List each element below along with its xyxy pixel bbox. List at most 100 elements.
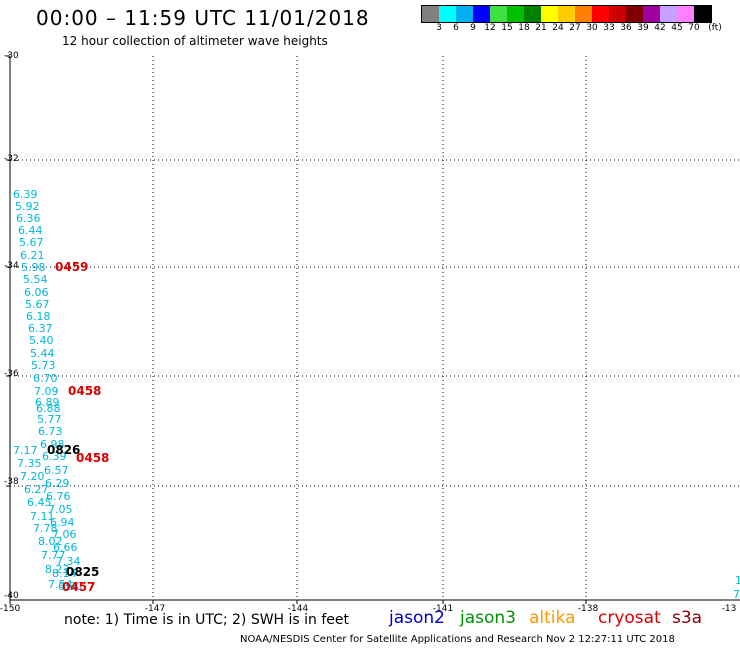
swh-value: 6.70: [33, 372, 58, 385]
scale-swatch: [609, 6, 626, 22]
swh-value: 6.76: [46, 490, 71, 503]
swh-value: 6.57: [44, 464, 69, 477]
satellite-s3a: s3a: [672, 608, 703, 628]
scale-label: 42: [654, 23, 666, 33]
swh-value: 7.05: [48, 503, 73, 516]
scale-label: 36: [620, 23, 632, 33]
map-subtitle: 12 hour collection of altimeter wave hei…: [62, 34, 328, 48]
scale-label: 18: [518, 23, 530, 33]
swh-value: 7.11: [30, 510, 55, 523]
scale-swatch: [541, 6, 558, 22]
scale-swatch: [592, 6, 609, 22]
swh-value: 6.18: [26, 310, 51, 323]
swh-value: 6.36: [16, 212, 41, 225]
swh-value: 7.77: [41, 549, 66, 562]
swh-value: 5.67: [19, 236, 44, 249]
swh-value: 6.90: [58, 580, 83, 593]
swh-value: 6.06: [24, 286, 49, 299]
swh-value: 5.67: [25, 298, 50, 311]
lon-label: -144: [287, 604, 309, 614]
swh-value: 6.39: [13, 188, 38, 201]
swh-value: 5.98: [21, 261, 46, 274]
swh-value: 6.21: [20, 249, 45, 262]
lon-label: -141: [432, 604, 454, 614]
lon-label: -147: [144, 604, 166, 614]
swh-value: 5.92: [15, 200, 40, 213]
scale-swatch: [456, 6, 473, 22]
scale-swatch: [473, 6, 490, 22]
scale-swatch: [422, 6, 439, 22]
scale-swatch: [677, 6, 694, 22]
pass-time-label: 0457: [62, 580, 96, 594]
satellite-jason3: jason3: [460, 608, 516, 628]
scale-unit: (ft): [708, 23, 722, 33]
scale-label: 33: [603, 23, 615, 33]
lat-label: -38: [4, 477, 19, 487]
color-scale-bar: [421, 5, 712, 23]
scale-label: 45: [671, 23, 683, 33]
satellite-cryosat: cryosat: [598, 608, 661, 628]
scale-swatch: [643, 6, 660, 22]
scale-swatch: [490, 6, 507, 22]
pass-time-label: 0459: [55, 260, 89, 274]
satellite-jason2: jason2: [389, 608, 445, 628]
swh-value: 6.44: [18, 224, 43, 237]
swh-value: 8.14: [52, 567, 77, 580]
scale-label: 12: [484, 23, 496, 33]
scale-swatch: [626, 6, 643, 22]
swh-value: 5.44: [30, 347, 55, 360]
satellite-altika: altika: [529, 608, 576, 628]
scale-label: 27: [569, 23, 581, 33]
lat-label: -30: [4, 51, 19, 61]
lat-label: -40: [4, 591, 19, 601]
swh-value: 7.35: [17, 457, 42, 470]
scale-swatch: [524, 6, 541, 22]
swh-value: 6.89: [35, 396, 60, 409]
swh-value: 6.37: [28, 322, 53, 335]
lat-label: -32: [4, 154, 19, 164]
swh-value: 6.73: [38, 425, 63, 438]
lat-label: -36: [4, 369, 19, 379]
lon-label: -13: [721, 604, 737, 614]
scale-label: 70: [688, 23, 700, 33]
scale-label: 24: [552, 23, 564, 33]
swh-value: 7.06: [52, 528, 77, 541]
swh-value: 6.66: [53, 541, 78, 554]
swh-value: 5.40: [29, 334, 54, 347]
swh-value: 6.27: [24, 483, 49, 496]
swh-value: 6.94: [50, 516, 75, 529]
map-title: 00:00 – 11:59 UTC 11/01/2018: [36, 6, 370, 30]
pass-time-label: 0825: [66, 565, 100, 579]
lon-label: -150: [0, 604, 21, 614]
swh-value: 7.17: [13, 444, 38, 457]
scale-label: 6: [453, 23, 459, 33]
pass-time-label: 0826: [47, 443, 81, 457]
swh-value: 7.78: [33, 522, 58, 535]
swh-value: 7.20: [20, 470, 45, 483]
swh-value: 7.54: [48, 578, 73, 591]
scale-label: 30: [586, 23, 598, 33]
scale-swatch: [575, 6, 592, 22]
scale-label: 39: [637, 23, 649, 33]
scale-label: 3: [436, 23, 442, 33]
swh-value: 6.45: [27, 496, 52, 509]
swh-value: 5.77: [37, 413, 62, 426]
swh-value: 8.02: [38, 535, 63, 548]
lat-label: -34: [4, 261, 19, 271]
swh-value: 8.23: [45, 563, 70, 576]
scale-label: 15: [501, 23, 513, 33]
swh-value: 7: [733, 588, 740, 601]
swh-value: 5.73: [31, 359, 56, 372]
scale-swatch: [558, 6, 575, 22]
scale-swatch: [439, 6, 456, 22]
scale-swatch: [694, 6, 711, 22]
swh-value: 1: [735, 574, 740, 587]
scale-label: 21: [535, 23, 547, 33]
swh-value: 6.39: [42, 450, 67, 463]
footer-credit: NOAA/NESDIS Center for Satellite Applica…: [240, 634, 675, 645]
swh-value: 6.88: [36, 402, 61, 415]
swh-value: 6.29: [45, 477, 70, 490]
scale-swatch: [507, 6, 524, 22]
